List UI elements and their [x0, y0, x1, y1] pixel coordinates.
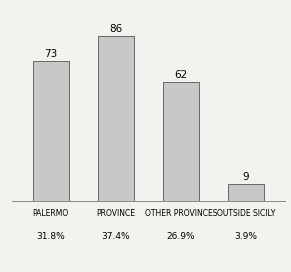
Text: 37.4%: 37.4% — [102, 232, 130, 241]
Bar — [98, 36, 134, 201]
Text: 31.8%: 31.8% — [36, 232, 65, 241]
Bar — [33, 61, 69, 201]
Text: 3.9%: 3.9% — [235, 232, 258, 241]
Text: 73: 73 — [44, 49, 57, 59]
Text: 62: 62 — [174, 70, 188, 81]
Bar — [163, 82, 199, 201]
Bar — [228, 184, 264, 201]
Text: 86: 86 — [109, 24, 123, 34]
Text: 9: 9 — [243, 172, 249, 182]
Text: 26.9%: 26.9% — [167, 232, 195, 241]
